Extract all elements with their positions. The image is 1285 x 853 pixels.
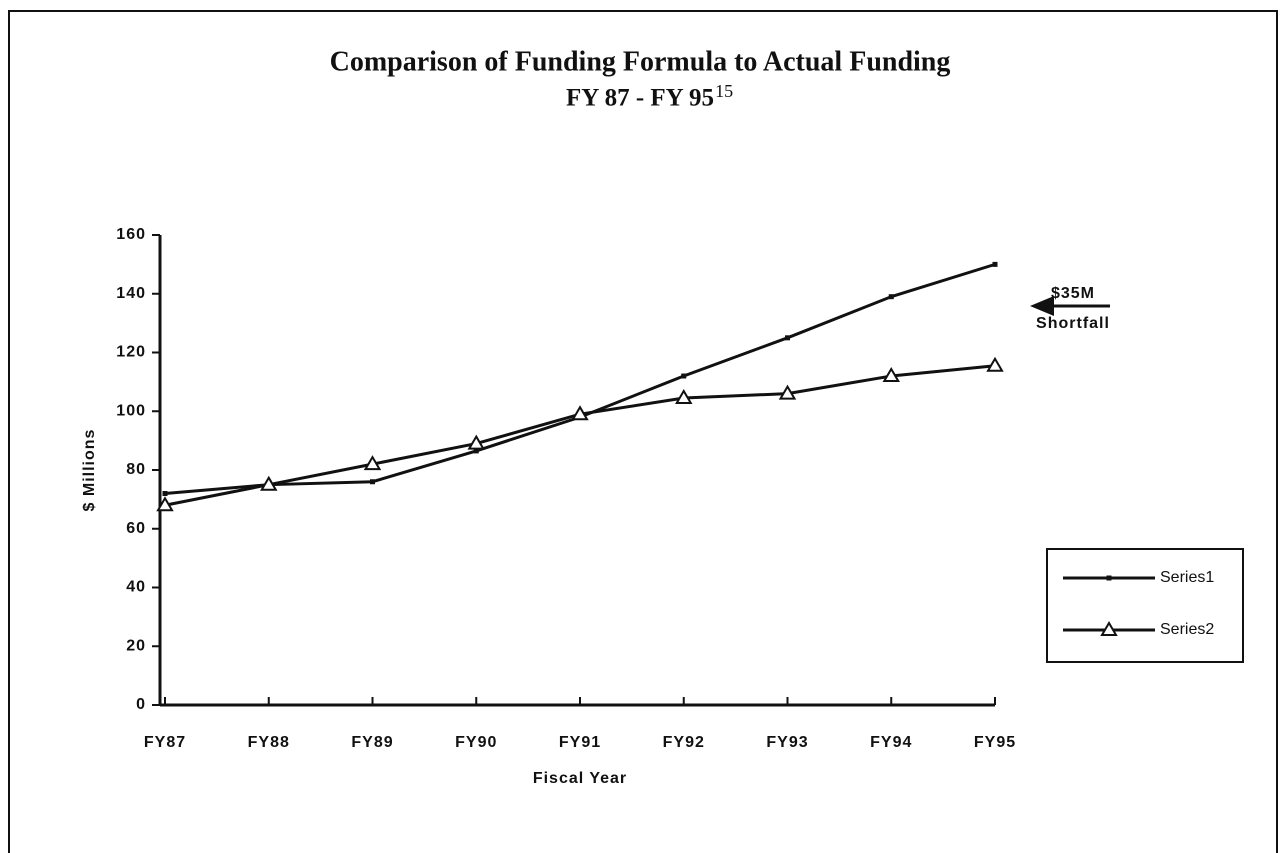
marker (986, 356, 1004, 372)
marker (363, 455, 382, 471)
x-tick-label: FY94 (870, 734, 912, 751)
y-tick-label: 120 (116, 344, 146, 361)
x-axis-label: Fiscal Year (533, 770, 627, 787)
y-axis-label: $ Millions (81, 429, 98, 512)
x-tick-label: FY95 (974, 734, 1016, 751)
annotation: $35M (1051, 285, 1095, 302)
footnote-mark: 15 (715, 81, 733, 101)
y-tick-label: 100 (116, 402, 146, 419)
x-tick-label: FY88 (248, 734, 290, 751)
y-tick-label: 80 (126, 461, 146, 478)
legend (1046, 548, 1244, 663)
x-tick-label: FY90 (455, 734, 497, 751)
y-tick-label: 140 (116, 285, 146, 302)
marker (1100, 621, 1118, 636)
marker (162, 491, 168, 496)
marker (473, 448, 479, 454)
marker (370, 479, 375, 485)
marker (882, 367, 900, 382)
marker (1106, 575, 1112, 581)
marker (571, 405, 589, 421)
x-tick-label: FY93 (766, 734, 808, 751)
y-tick-label: 40 (126, 579, 146, 596)
marker (467, 434, 485, 450)
marker (992, 261, 998, 267)
y-tick-label: 160 (116, 226, 146, 243)
chart-subtitle: FY 87 - FY 95 (566, 85, 714, 112)
marker (260, 475, 278, 491)
legend-label: Series2 (1160, 621, 1214, 638)
annotation: Shortfall (1036, 315, 1110, 332)
marker (156, 496, 174, 512)
legend-label: Series1 (1160, 569, 1214, 586)
marker (778, 384, 797, 400)
marker (888, 294, 894, 300)
marker (675, 389, 693, 405)
chart-title: Comparison of Funding Formula to Actual … (330, 46, 951, 77)
marker (681, 373, 687, 379)
x-tick-label: FY87 (144, 734, 186, 751)
frame (8, 10, 1278, 853)
x-tick-label: FY92 (663, 734, 705, 751)
x-tick-label: FY89 (351, 734, 393, 751)
marker (785, 335, 790, 341)
x-tick-label: FY91 (559, 734, 601, 751)
annotation-arrowhead (1030, 296, 1054, 316)
y-tick-label: 0 (136, 696, 146, 713)
y-tick-label: 60 (126, 520, 146, 537)
y-tick-label: 20 (126, 637, 146, 654)
